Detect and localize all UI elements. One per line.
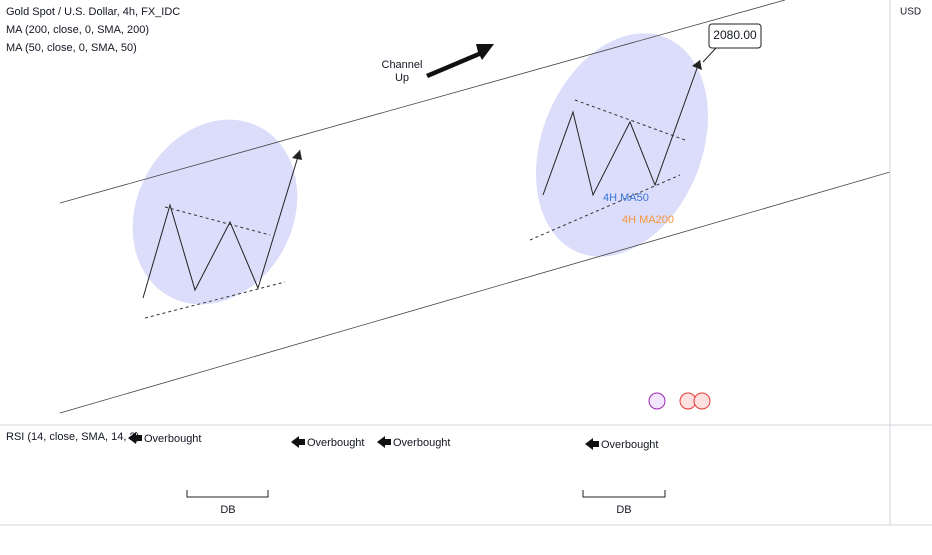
chart-title: Gold Spot / U.S. Dollar, 4h, FX_IDC: [6, 6, 180, 18]
db-bracket: [582, 490, 666, 498]
drawings: [0, 0, 932, 526]
projection-path: [542, 59, 701, 197]
pointer-arrow: [128, 432, 142, 444]
indicator-label: RSI (14, close, SMA, 14, 2): [6, 431, 139, 443]
pointer-arrow: [377, 436, 391, 448]
trend-line: [164, 206, 271, 236]
arrow-head: [292, 150, 302, 160]
series-label: 4H MA50: [603, 192, 649, 204]
highlight-ellipse: [536, 33, 708, 257]
event-icon: [693, 392, 711, 410]
annotation: Overbought: [144, 433, 201, 445]
arrow-head: [692, 60, 702, 70]
channel-line: [59, 171, 891, 414]
annotation: Overbought: [393, 437, 450, 449]
indicator-label: MA (50, close, 0, SMA, 50): [6, 42, 137, 54]
db-bracket: [186, 490, 269, 498]
callout-pointer: [702, 47, 717, 63]
annotation: Channel: [382, 59, 423, 71]
target-label: 2080.00: [713, 28, 757, 42]
channel-line: [59, 0, 786, 204]
pointer-arrow: [291, 436, 305, 448]
annotation: Overbought: [601, 439, 658, 451]
annotation: Overbought: [307, 437, 364, 449]
indicator-label: MA (200, close, 0, SMA, 200): [6, 24, 149, 36]
highlight-ellipse: [132, 119, 298, 305]
trend-line: [144, 281, 286, 319]
target-callout: [708, 23, 762, 49]
currency-label: USD: [900, 7, 921, 18]
overlay: Gold Spot / U.S. Dollar, 4h, FX_IDC MA (…: [6, 6, 921, 516]
annotation: DB: [616, 504, 631, 516]
annotation: DB: [220, 504, 235, 516]
event-icon: [648, 392, 666, 410]
channel-arrow: [426, 44, 494, 78]
series-label: 4H MA200: [622, 214, 674, 226]
projection-path: [142, 149, 301, 299]
pointer-arrow: [585, 438, 599, 450]
annotation: Up: [395, 72, 409, 84]
trend-line: [574, 99, 686, 141]
